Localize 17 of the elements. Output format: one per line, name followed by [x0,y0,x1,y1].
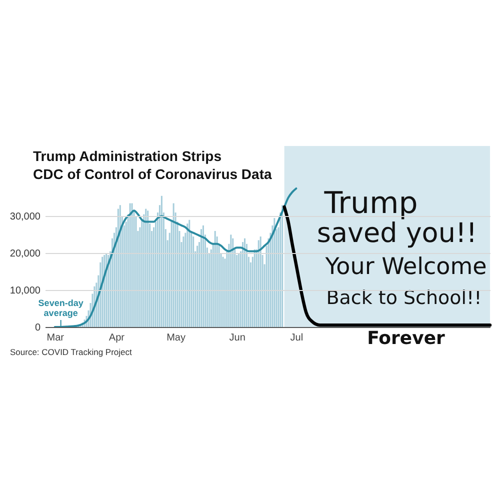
text: Trump Administration Strips CDC of Control of Coronavirus Data [33,148,272,182]
annotation: Trump [323,186,418,221]
y-tick-label: 0 [34,322,41,334]
x-tick-label: Mar [46,332,65,344]
annotation: Back to School!! [326,287,482,309]
annotation: saved you!! [316,218,478,249]
x-tick-label: Jul [290,332,304,344]
x-tick-label: May [166,332,186,344]
y-tick-label: 30,000 [10,212,41,223]
y-tick-label: 10,000 [10,286,41,297]
x-tick-label: Apr [108,332,126,344]
y-tick-label: 20,000 [10,248,41,260]
source-note: Source: COVID Tracking Project [10,347,133,357]
series-label: Seven-day average [38,298,84,318]
annotation: Your Welcome [324,254,487,280]
text: Forever [367,328,446,349]
x-tick-label: Jun [229,332,246,344]
